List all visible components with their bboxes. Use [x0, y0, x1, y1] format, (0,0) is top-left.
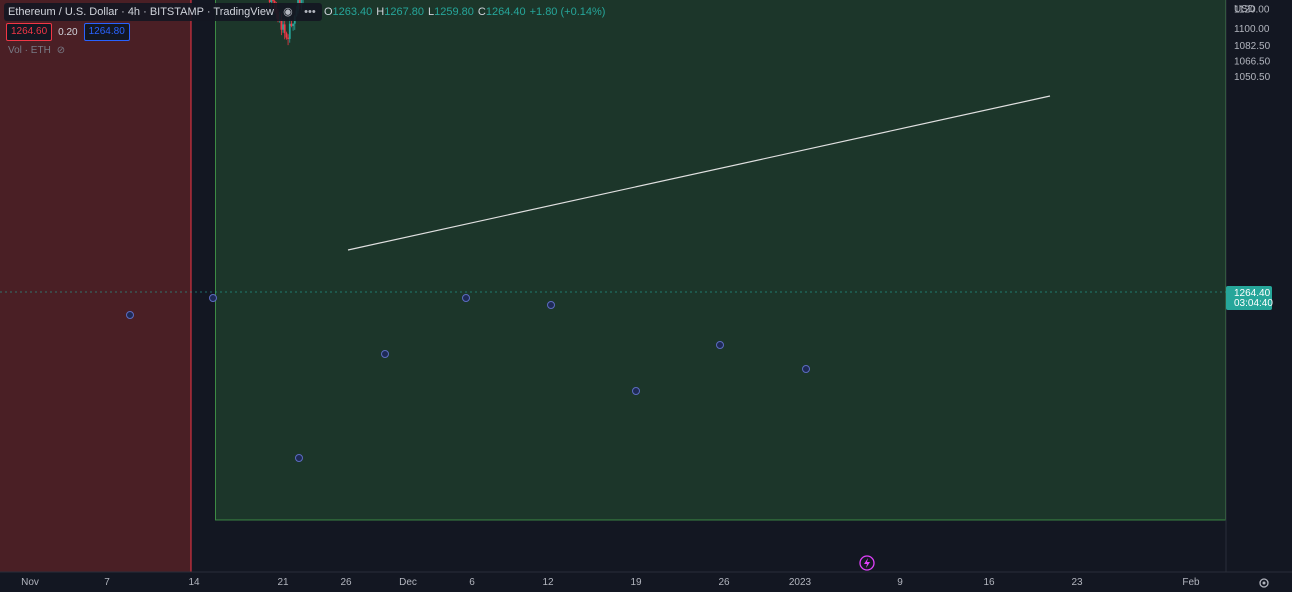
event-marker[interactable] — [381, 350, 389, 358]
event-marker[interactable] — [802, 365, 810, 373]
candle-body — [280, 19, 283, 30]
candle-body — [300, 0, 303, 5]
candle-body — [298, 0, 301, 5]
time-axis[interactable] — [0, 572, 1226, 592]
candle-body — [290, 23, 293, 26]
bid-ask-row: 1264.60 0.20 1264.80 — [6, 23, 130, 41]
x-tick-label: 16 — [983, 577, 995, 588]
event-marker[interactable] — [209, 294, 217, 302]
y-tick-label: 1050.50 — [1234, 72, 1271, 83]
x-axis-ticks: Nov 7 14 21 26 Dec 6 12 19 26 2023 9 16 23 Feb — [21, 577, 1200, 588]
candle-body — [285, 33, 288, 38]
y-tick-label: 1066.50 — [1234, 57, 1271, 68]
ohlc-values: O1263.40 H1267.80 L1259.80 C1264.40 +1.8… — [323, 6, 606, 18]
x-tick-label: 7 — [104, 577, 110, 588]
y-tick-label: 1082.50 — [1234, 41, 1271, 52]
trend-line[interactable] — [347, 95, 1051, 251]
x-tick-label: Feb — [1182, 577, 1200, 588]
sell-price-button[interactable]: 1264.60 — [6, 23, 53, 41]
green-zone — [215, 0, 1225, 520]
red-zone — [0, 0, 191, 572]
event-marker[interactable] — [716, 341, 724, 349]
x-tick-label: 14 — [188, 577, 200, 588]
candle-body — [270, 0, 273, 3]
candle-body — [268, 0, 271, 2]
event-marker[interactable] — [462, 294, 470, 302]
current-price-label: 1264.40 — [1234, 288, 1271, 299]
x-tick-label: 23 — [1071, 577, 1083, 588]
event-marker[interactable] — [632, 387, 640, 395]
x-tick-label: 26 — [718, 577, 730, 588]
x-tick-label: 12 — [542, 577, 554, 588]
event-marker[interactable] — [547, 301, 555, 309]
x-tick-label: 6 — [469, 577, 475, 588]
x-tick-label: 2023 — [789, 577, 812, 588]
countdown-label: 03:04:40 — [1234, 298, 1273, 309]
x-tick-label: 21 — [277, 577, 289, 588]
eye-icon[interactable]: ◉ — [283, 6, 293, 18]
x-tick-label: 9 — [897, 577, 903, 588]
currency-label[interactable]: USD — [1234, 4, 1255, 15]
candle-body — [272, 0, 274, 1]
candle-body — [288, 23, 291, 39]
current-price-badge — [1226, 286, 1272, 310]
eye-off-icon[interactable]: ⊘ — [56, 45, 66, 56]
x-tick-label: Dec — [399, 577, 417, 588]
volume-legend: Vol · ETH ⊘ — [8, 45, 65, 56]
candle-body — [282, 24, 284, 30]
x-tick-label: 26 — [340, 577, 352, 588]
volume-label[interactable]: Vol · ETH — [8, 45, 51, 56]
y-tick-label: 1100.00 — [1234, 24, 1270, 35]
lightning-icon[interactable] — [859, 555, 875, 571]
x-tick-label: 19 — [630, 577, 642, 588]
event-marker[interactable] — [126, 311, 134, 319]
x-tick-label: Nov — [21, 577, 39, 588]
buy-price-button[interactable]: 1264.80 — [83, 23, 130, 41]
candle-body — [283, 24, 286, 34]
candle-body — [292, 23, 294, 27]
y-tick-label: 1120.00 — [1234, 4, 1270, 15]
symbol-title[interactable]: Ethereum / U.S. Dollar · 4h · BITSTAMP ·… — [8, 6, 274, 18]
y-axis-ticks: 1050.501066.501082.501100.001120.001140.… — [1234, 4, 1271, 83]
event-marker[interactable] — [295, 454, 303, 462]
more-icon[interactable]: ••• — [304, 6, 316, 18]
chart-legend: Ethereum / U.S. Dollar · 4h · BITSTAMP ·… — [4, 3, 605, 21]
gear-icon[interactable] — [1259, 578, 1269, 588]
event-markers — [126, 294, 810, 462]
spread-value: 0.20 — [58, 26, 78, 38]
candle-body — [287, 37, 289, 39]
